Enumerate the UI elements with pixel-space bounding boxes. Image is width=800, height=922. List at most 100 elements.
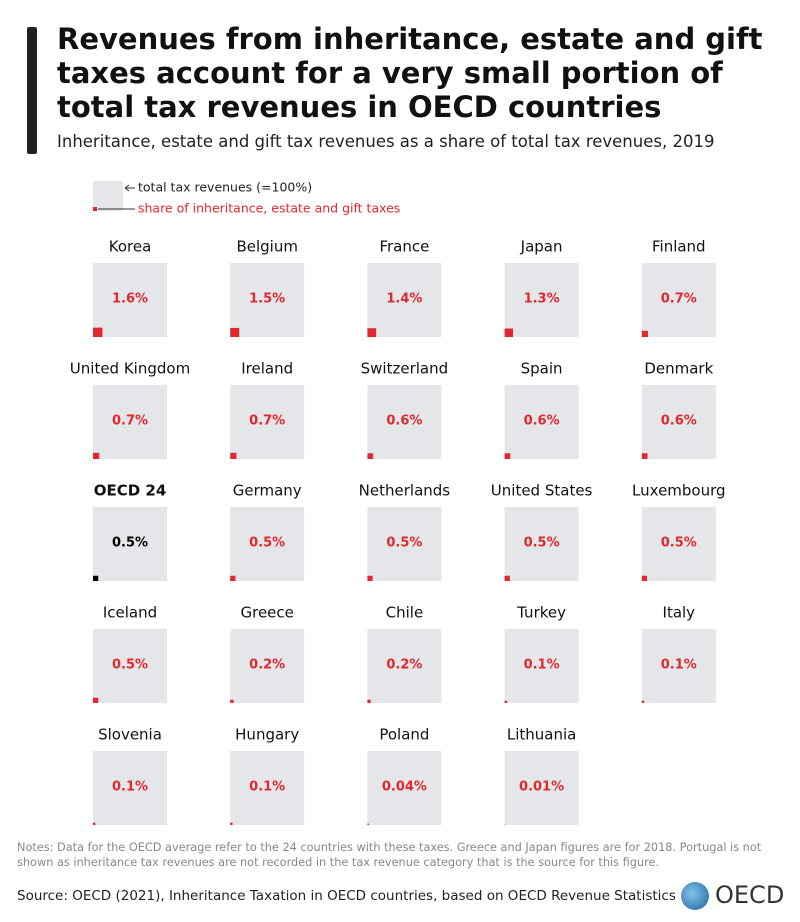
value-label: 0.5% [661, 536, 697, 551]
title-bar [27, 27, 37, 154]
category-label: Belgium [236, 238, 298, 256]
total-box [93, 263, 167, 337]
total-box [367, 751, 442, 825]
category-label: Hungary [235, 726, 299, 744]
total-box [93, 751, 167, 825]
total-box [641, 385, 716, 459]
chart-title: Revenues from inheritance, estate and gi… [57, 22, 763, 124]
legend-total: total tax revenues (=100%) [138, 180, 312, 195]
total-box [641, 507, 716, 581]
total-box [504, 385, 579, 459]
value-label: 0.1% [661, 658, 697, 673]
value-label: 0.01% [519, 780, 564, 795]
category-label: Spain [521, 360, 563, 378]
value-label: 1.5% [249, 292, 285, 307]
chart: total tax revenues (=100%) share of inhe… [70, 180, 726, 825]
share-square [641, 453, 648, 459]
category-label: Germany [233, 482, 302, 500]
value-label: 0.6% [524, 414, 560, 429]
share-square [367, 575, 373, 581]
share-square [504, 575, 510, 581]
value-label: 0.5% [112, 658, 148, 673]
category-label: Finland [652, 238, 706, 256]
total-box [367, 507, 442, 581]
total-box [367, 385, 442, 459]
share-square [230, 327, 240, 337]
total-box [504, 507, 579, 581]
category-label: Iceland [103, 604, 157, 622]
share-square [230, 452, 237, 459]
total-box [367, 629, 442, 703]
total-box [641, 629, 716, 703]
share-square [93, 697, 99, 703]
category-label: Slovenia [98, 726, 162, 744]
logo-mark [681, 882, 709, 910]
total-box [230, 751, 305, 825]
value-label: 1.3% [524, 292, 560, 307]
total-box [230, 507, 305, 581]
share-square [367, 328, 377, 337]
source: Source: OECD (2021), Inheritance Taxatio… [17, 888, 676, 904]
share-square [93, 452, 100, 459]
share-square [230, 822, 233, 825]
value-label: 0.7% [661, 292, 697, 307]
share-square [641, 330, 648, 337]
chart-subtitle: Inheritance, estate and gift tax revenue… [57, 132, 715, 151]
value-label: 0.6% [661, 414, 697, 429]
value-label: 0.5% [112, 536, 148, 551]
category-label: Ireland [241, 360, 293, 378]
value-label: 0.1% [112, 780, 148, 795]
share-square [504, 328, 514, 337]
category-label: Greece [240, 604, 293, 622]
category-label: Poland [379, 726, 429, 744]
share-square [93, 575, 99, 581]
share-square [93, 822, 96, 825]
total-box [93, 629, 167, 703]
total-box [93, 385, 167, 459]
legend-share-label: share of inheritance, estate and gift ta… [138, 201, 400, 216]
category-label: France [379, 238, 429, 256]
value-label: 0.1% [524, 658, 560, 673]
category-label: Japan [520, 238, 563, 256]
total-box [504, 751, 579, 825]
share-square [367, 699, 371, 703]
category-label: Luxembourg [632, 482, 726, 500]
share-square [504, 824, 506, 825]
category-label: Korea [109, 238, 152, 256]
category-label: Turkey [516, 604, 566, 622]
total-box [230, 263, 305, 337]
category-label: Netherlands [359, 482, 451, 500]
value-label: 0.1% [249, 780, 285, 795]
category-label: Lithuania [507, 726, 576, 744]
category-label: United States [491, 482, 593, 500]
value-label: 0.5% [386, 536, 422, 551]
category-label: Denmark [644, 360, 713, 378]
logo: OECD [715, 881, 785, 909]
category-label: Italy [663, 604, 696, 622]
share-square [641, 700, 645, 703]
share-square [230, 699, 234, 703]
share-square [367, 823, 369, 825]
value-label: 0.7% [249, 414, 285, 429]
value-label: 0.6% [386, 414, 422, 429]
share-square [504, 453, 511, 459]
share-square [641, 575, 648, 581]
total-box [504, 629, 579, 703]
value-label: 1.6% [112, 292, 148, 307]
total-box [230, 385, 305, 459]
value-label: 0.5% [249, 536, 285, 551]
total-box [641, 263, 716, 337]
total-box [504, 263, 579, 337]
total-box [367, 263, 442, 337]
value-label: 0.7% [112, 414, 148, 429]
legend-arrow [124, 184, 130, 192]
value-label: 0.5% [524, 536, 560, 551]
total-box [93, 507, 167, 581]
category-label: United Kingdom [70, 360, 190, 378]
share-square [504, 700, 507, 703]
legend-box [93, 181, 123, 211]
value-label: 0.04% [382, 780, 427, 795]
share-square [367, 453, 374, 459]
value-label: 0.2% [386, 658, 422, 673]
